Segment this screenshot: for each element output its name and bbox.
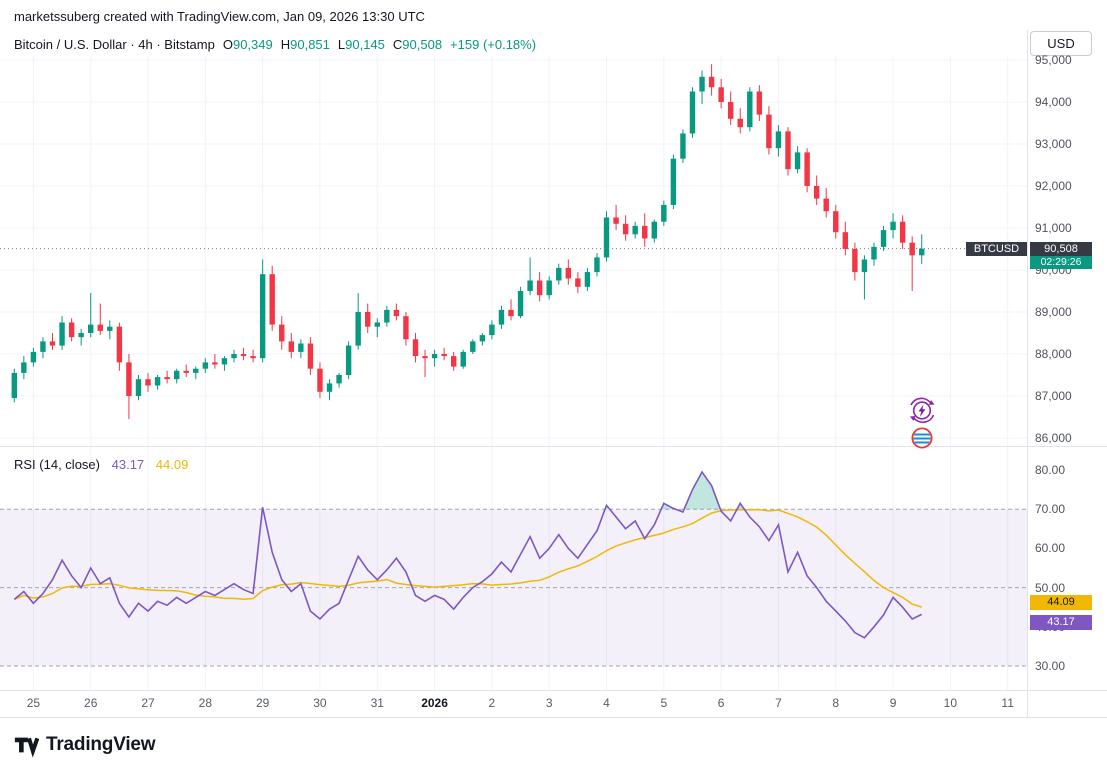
high-value: 90,851: [290, 37, 330, 52]
rsi-ma-badge: 44.09: [1030, 594, 1092, 610]
time-axis-label: 11: [1001, 696, 1014, 710]
attribution-text: marketssuberg created with TradingView.c…: [14, 9, 425, 24]
time-axis-label: 8: [832, 696, 840, 710]
price-axis-label: 92,000: [1035, 178, 1072, 193]
rsi-value-badge: 43.17: [1030, 615, 1092, 631]
price-axis-label: 93,000: [1035, 136, 1072, 151]
price-axis-label: 86,000: [1035, 430, 1072, 445]
time-axis-label: 28: [198, 696, 212, 710]
candle-countdown: 02:29:26: [1030, 255, 1092, 269]
time-axis-label: 26: [84, 696, 98, 710]
ohlc-low: L90,145: [338, 37, 385, 52]
rsi-value: 43.17: [111, 457, 145, 472]
price-axis-label: 87,000: [1035, 388, 1072, 403]
price-axis[interactable]: 95,000 94,000 93,000 92,000 91,000 90,000 89,0…: [1031, 0, 1107, 718]
tradingview-logo-icon: [14, 737, 39, 758]
time-axis-label: 31: [370, 696, 384, 710]
time-axis-label: 30: [313, 696, 327, 710]
time-axis-label: 9: [889, 696, 897, 710]
price-axis-label: 94,000: [1035, 94, 1072, 109]
rsi-title: RSI: [14, 457, 36, 472]
rsi-axis-label: 70.00: [1035, 502, 1066, 517]
axis-vertical-border: [1027, 30, 1028, 717]
rsi-indicator-header[interactable]: RSI (14, close) 43.17 44.09: [14, 457, 188, 472]
rsi-chart[interactable]: [0, 446, 1027, 690]
rsi-params: (14, close): [39, 457, 100, 472]
time-axis-label: 29: [255, 696, 270, 710]
rsi-axis-label: 30.00: [1035, 659, 1066, 673]
time-axis-label: 3: [545, 696, 553, 710]
currency-selector-button[interactable]: USD: [1030, 31, 1092, 56]
ohlc-close: C90,508: [393, 37, 442, 52]
time-axis-separator: [0, 690, 1107, 691]
panel-separator[interactable]: [0, 446, 1107, 447]
low-label: L: [337, 37, 346, 52]
price-axis-label: 91,000: [1035, 220, 1072, 235]
price-badge-row: BTCUSD 90,508: [966, 241, 1092, 256]
ohlc-high: H90,851: [281, 37, 330, 52]
time-axis-label: 2: [488, 696, 496, 710]
time-axis-label: 6: [717, 696, 725, 710]
rsi-axis-label: 80.00: [1035, 463, 1066, 477]
symbol-title[interactable]: Bitcoin / U.S. Dollar · 4h · Bitstamp: [14, 37, 215, 52]
rsi-axis-label: 50.00: [1035, 580, 1066, 595]
time-axis-label: 5: [660, 696, 668, 710]
rsi-ma-value: 44.09: [155, 457, 189, 472]
time-axis[interactable]: 25 26 27 28 29 30 31 2026 2 3 4 5 6 7 8 9 10 11: [0, 690, 1027, 717]
price-badge-price: 90,508: [1030, 241, 1092, 256]
time-axis-label: 2026: [421, 696, 448, 710]
striped-circle-icon[interactable]: [908, 424, 936, 452]
price-axis-label: 95,000: [1035, 52, 1072, 67]
time-axis-label: 7: [775, 696, 782, 710]
price-axis-label: 89,000: [1035, 304, 1072, 319]
time-axis-label: 10: [943, 696, 958, 710]
change-value: +159 (+0.18%): [450, 37, 537, 52]
open-value: 90,349: [232, 37, 273, 52]
time-axis-label: 25: [26, 696, 41, 710]
symbol-row: Bitcoin / U.S. Dollar · 4h · Bitstamp O90…: [14, 37, 536, 52]
ohlc-open: O90,349: [223, 37, 273, 52]
price-chart[interactable]: [0, 56, 1027, 446]
low-value: 90,145: [345, 37, 385, 52]
flash-circle-icon[interactable]: [904, 396, 940, 426]
close-value: 90,508: [402, 37, 443, 52]
bottom-separator: [0, 717, 1107, 718]
current-price-badge[interactable]: BTCUSD 90,508 02:29:26: [966, 241, 1092, 269]
rsi-axis-label: 60.00: [1035, 541, 1066, 556]
price-badge-symbol: BTCUSD: [966, 241, 1027, 256]
open-label: O: [222, 37, 233, 52]
close-label: C: [392, 37, 403, 52]
time-axis-label: 27: [141, 696, 155, 710]
brand-wordmark: TradingView: [46, 734, 156, 755]
time-axis-label: 4: [603, 696, 610, 710]
tradingview-logo[interactable]: TradingView: [13, 732, 156, 758]
price-axis-label: 88,000: [1035, 346, 1072, 361]
high-label: H: [280, 37, 291, 52]
